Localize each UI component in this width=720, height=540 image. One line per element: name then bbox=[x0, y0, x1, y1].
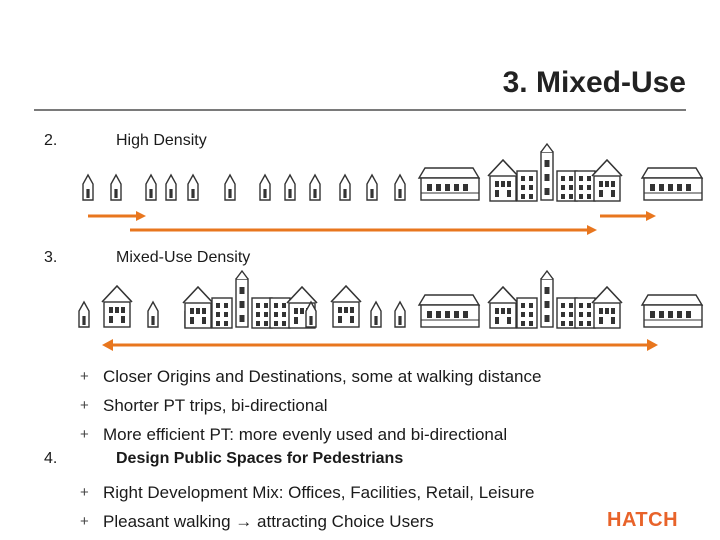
slide-title: 3. Mixed-Use bbox=[502, 66, 686, 99]
bullet-text: Shorter PT trips, bi-directional bbox=[103, 395, 328, 415]
bullet-item: + Shorter PT trips, bi-directional bbox=[80, 391, 541, 420]
bullet-text: More efficient PT: more evenly used and … bbox=[103, 424, 508, 444]
section-label-high-density: High Density bbox=[116, 132, 207, 149]
hatch-logo: HATCH bbox=[607, 509, 679, 531]
bullet-list: + Closer Origins and Destinations, some … bbox=[80, 362, 541, 536]
bullet-item: + More efficient PT: more evenly used an… bbox=[80, 420, 541, 449]
section-label-mixed-use-density: Mixed-Use Density bbox=[116, 249, 251, 266]
section-label-public-spaces: Design Public Spaces for Pedestrians bbox=[116, 450, 404, 467]
plus-bullet-icon: + bbox=[80, 484, 89, 501]
section-number-2: 2. bbox=[44, 132, 58, 149]
high-density-row bbox=[82, 144, 703, 201]
title-divider bbox=[34, 109, 686, 111]
plus-bullet-icon: + bbox=[80, 368, 89, 385]
bullet-text: Closer Origins and Destinations, some at… bbox=[103, 366, 542, 386]
plus-bullet-icon: + bbox=[80, 397, 89, 414]
plus-bullet-icon: + bbox=[80, 426, 89, 443]
section-number-4: 4. bbox=[44, 450, 58, 467]
section-number-3: 3. bbox=[44, 249, 58, 266]
bullet-text: Pleasant walking → attracting Choice Use… bbox=[103, 511, 434, 531]
bullet-item: + Closer Origins and Destinations, some … bbox=[80, 362, 541, 391]
plus-bullet-icon: + bbox=[80, 513, 89, 530]
bullet-item: + Right Development Mix: Offices, Facili… bbox=[80, 478, 541, 507]
bullet-item: + Pleasant walking → attracting Choice U… bbox=[80, 507, 541, 536]
mixed-use-bidirectional-arrow bbox=[102, 339, 658, 351]
high-density-arrows bbox=[88, 211, 656, 235]
bullet-text: Right Development Mix: Offices, Faciliti… bbox=[103, 482, 535, 502]
mixed-use-row bbox=[78, 271, 703, 328]
